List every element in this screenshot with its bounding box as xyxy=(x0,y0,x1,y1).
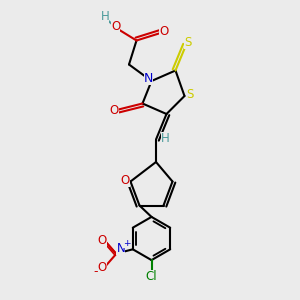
Text: O: O xyxy=(160,25,169,38)
Text: Cl: Cl xyxy=(146,270,157,283)
Text: S: S xyxy=(184,35,191,49)
Text: O: O xyxy=(121,173,130,187)
Text: S: S xyxy=(186,88,194,101)
Text: N: N xyxy=(144,71,153,85)
Text: N: N xyxy=(116,242,125,255)
Text: H: H xyxy=(100,10,109,23)
Text: O: O xyxy=(110,104,118,118)
Text: -: - xyxy=(93,265,98,278)
Text: O: O xyxy=(111,20,120,33)
Text: +: + xyxy=(123,239,130,248)
Text: O: O xyxy=(98,234,107,247)
Text: H: H xyxy=(161,131,170,145)
Text: O: O xyxy=(98,261,107,274)
